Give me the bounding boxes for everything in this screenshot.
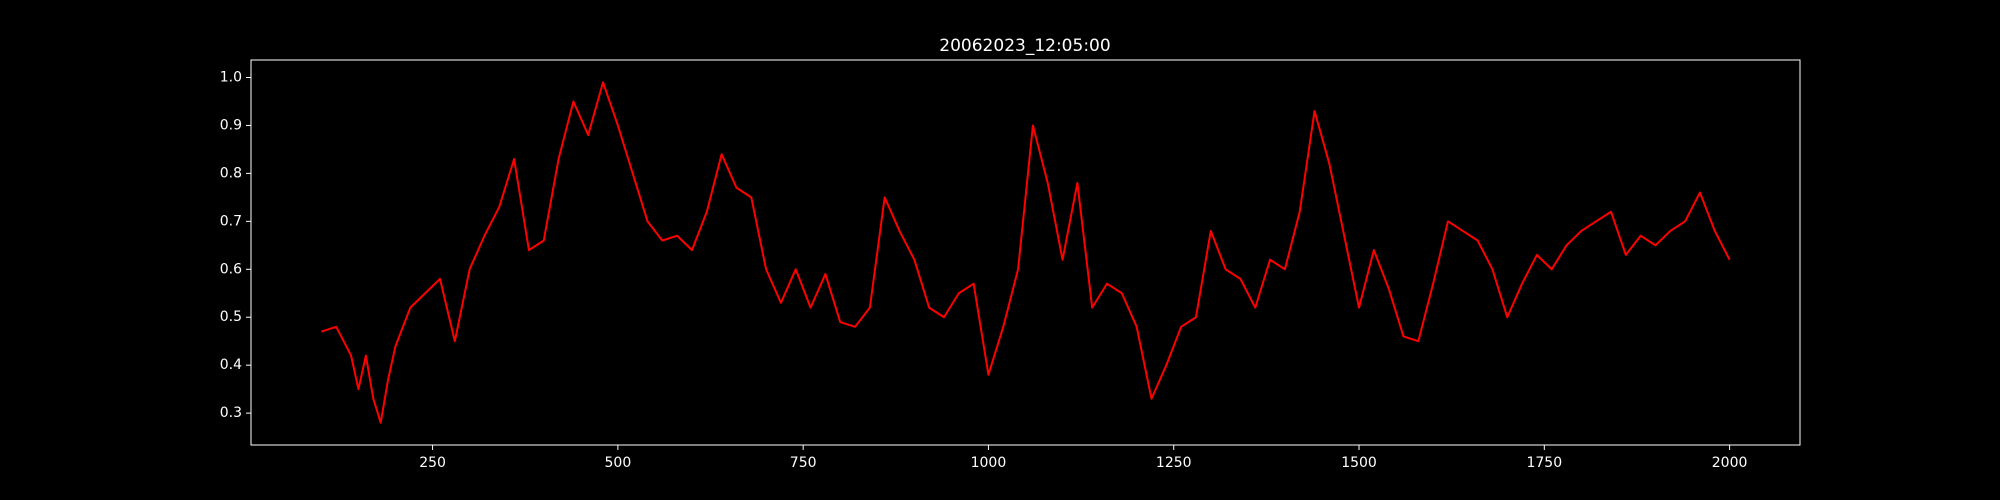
y-tick-label: 1.0 xyxy=(220,70,242,86)
y-tick-label: 0.3 xyxy=(220,405,242,421)
y-tick-label: 0.4 xyxy=(220,357,242,373)
chart-title: 20062023_12:05:00 xyxy=(939,36,1110,56)
x-tick-label: 1750 xyxy=(1526,455,1562,471)
x-tick-label: 1500 xyxy=(1341,455,1377,471)
y-tick-label: 0.5 xyxy=(220,309,242,325)
y-tick-label: 0.6 xyxy=(220,261,242,277)
data-line xyxy=(321,81,1731,424)
y-tick-label: 0.8 xyxy=(220,165,242,181)
x-tick-label: 250 xyxy=(419,455,446,471)
plot-frame xyxy=(250,59,1801,446)
x-tick-label: 500 xyxy=(605,455,632,471)
x-tick-label: 1250 xyxy=(1156,455,1192,471)
x-tick-label: 1000 xyxy=(971,455,1007,471)
x-tick-label: 2000 xyxy=(1712,455,1748,471)
x-tick-label: 750 xyxy=(790,455,817,471)
y-tick-label: 0.7 xyxy=(220,213,242,229)
y-tick-label: 0.9 xyxy=(220,117,242,133)
